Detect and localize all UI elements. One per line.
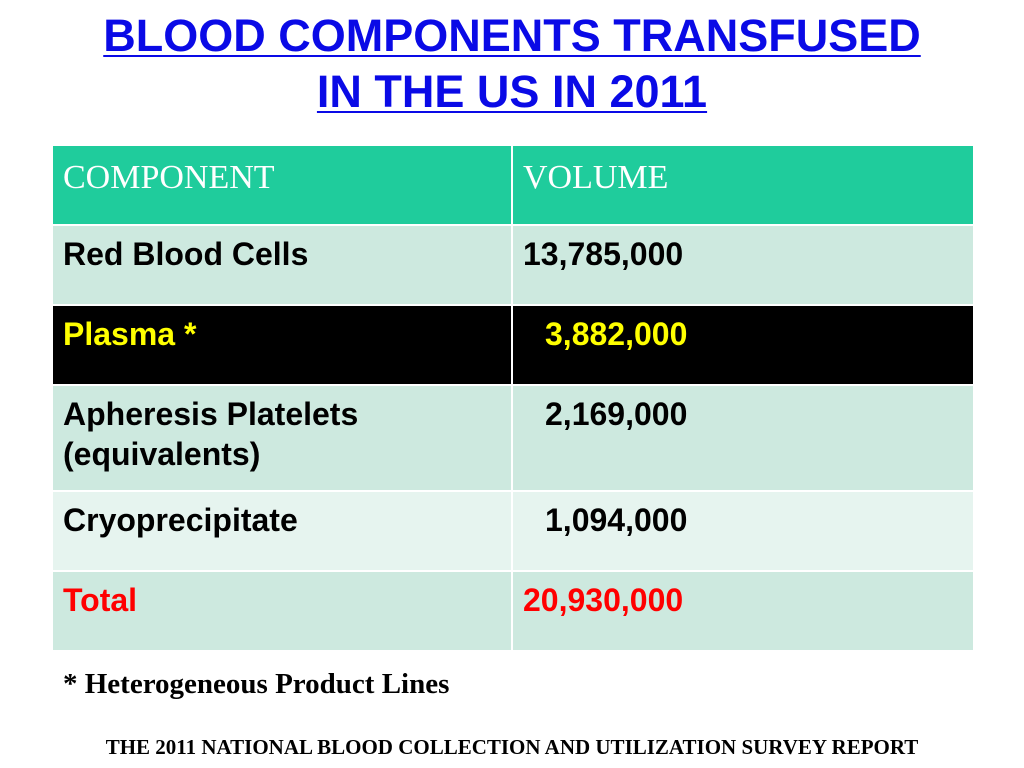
title-line-2: IN THE US IN 2011	[316, 66, 708, 117]
volume-cell: 20,930,000	[511, 570, 975, 652]
page-title: BLOOD COMPONENTS TRANSFUSED IN THE US IN…	[0, 8, 1024, 120]
volume-cell: 13,785,000	[511, 224, 975, 306]
footnote: * Heterogeneous Product Lines	[63, 668, 450, 700]
volume-value: 3,882,000	[545, 316, 688, 352]
table-row: Red Blood Cells 13,785,000	[51, 224, 975, 306]
volume-cell: 2,169,000	[511, 384, 975, 492]
blood-components-table: COMPONENT VOLUME Red Blood Cells 13,785,…	[51, 144, 975, 652]
component-cell: Apheresis Platelets (equivalents)	[51, 384, 513, 492]
component-cell: Total	[51, 570, 513, 652]
header-volume: VOLUME	[511, 144, 975, 226]
table-row: Apheresis Platelets (equivalents) 2,169,…	[51, 384, 975, 492]
title-line-1: BLOOD COMPONENTS TRANSFUSED	[103, 10, 921, 61]
volume-value: 2,169,000	[545, 396, 688, 432]
volume-cell: 3,882,000	[511, 304, 975, 386]
component-cell: Cryoprecipitate	[51, 490, 513, 572]
volume-cell: 1,094,000	[511, 490, 975, 572]
component-cell: Red Blood Cells	[51, 224, 513, 306]
volume-value: 1,094,000	[545, 502, 688, 538]
source-citation: THE 2011 NATIONAL BLOOD COLLECTION AND U…	[105, 735, 919, 759]
table-row-total: Total 20,930,000	[51, 570, 975, 652]
volume-value: 20,930,000	[523, 582, 684, 618]
volume-value: 13,785,000	[523, 236, 684, 272]
table-row: Cryoprecipitate 1,094,000	[51, 490, 975, 572]
component-cell: Plasma *	[51, 304, 513, 386]
table-row-highlighted: Plasma * 3,882,000	[51, 304, 975, 386]
header-component: COMPONENT	[51, 144, 513, 226]
table-header-row: COMPONENT VOLUME	[51, 144, 975, 226]
